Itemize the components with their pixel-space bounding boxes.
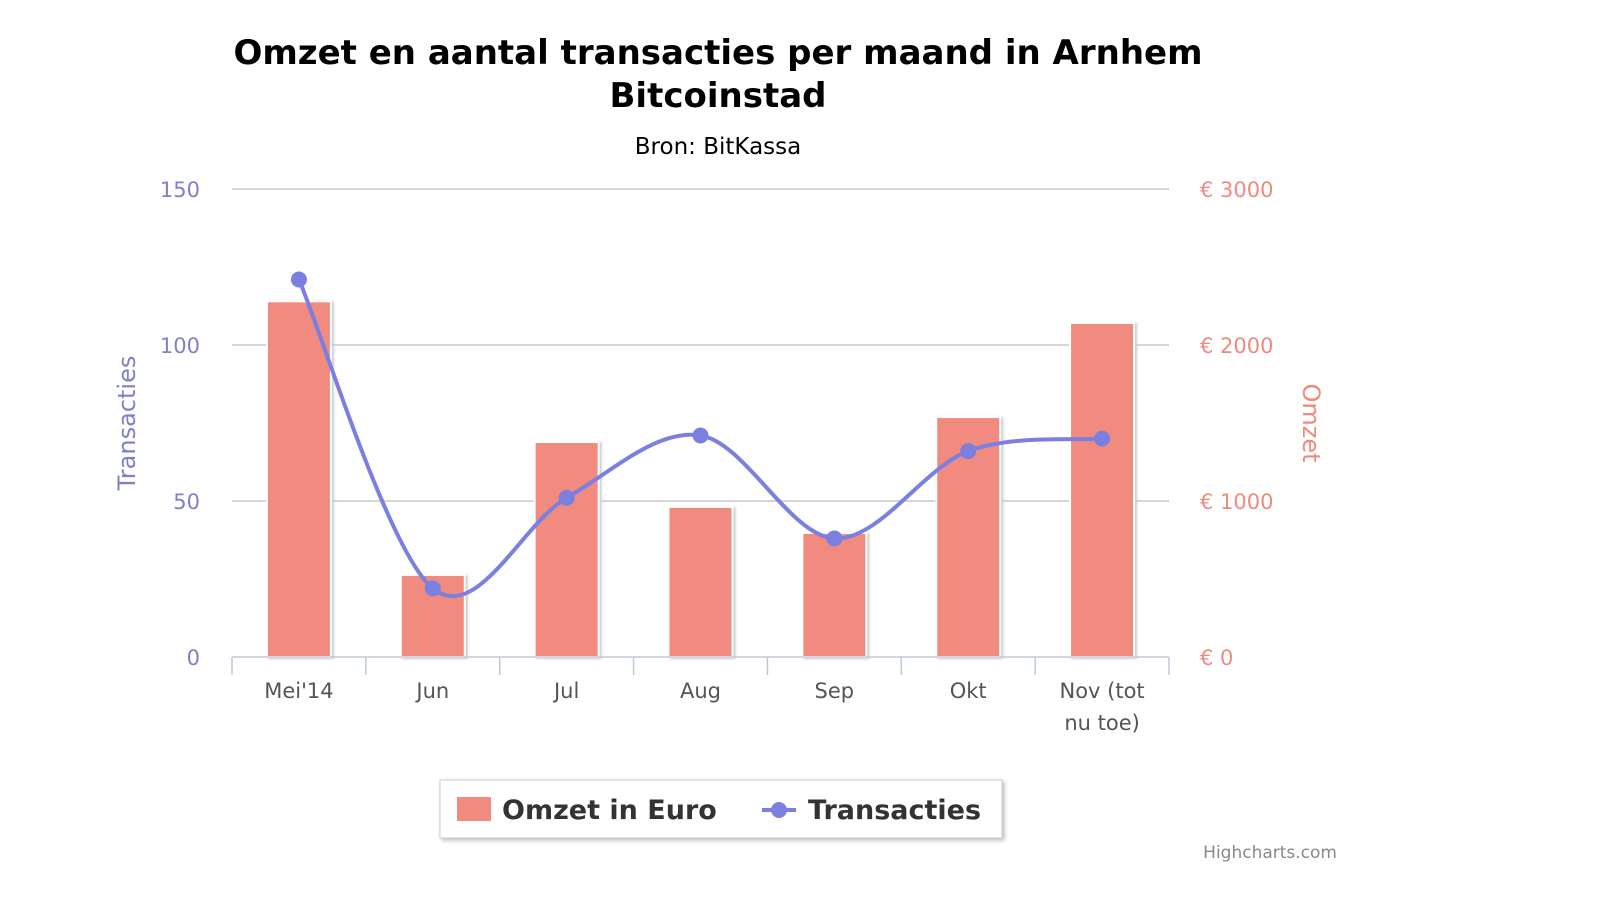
y-left-tick-label: 50 (173, 490, 200, 514)
x-tick-label: Sep (815, 679, 855, 703)
chart-subtitle: Bron: BitKassa (635, 134, 801, 160)
transacties-point (1094, 430, 1111, 447)
x-tick-label: Mei'14 (264, 679, 333, 703)
transacties-point (424, 580, 441, 597)
transacties-point (558, 489, 575, 506)
legend-item-transacties[interactable]: Transacties (762, 795, 981, 826)
transacties-point (960, 443, 977, 460)
chart-title-line2: Bitcoinstad (610, 76, 827, 116)
credit[interactable]: Highcharts.com (1203, 843, 1337, 863)
x-tick-label: Aug (680, 679, 721, 703)
x-tick-label: Okt (950, 679, 987, 703)
transacties-point (290, 271, 307, 288)
transacties-point (826, 530, 843, 547)
bar-jul (533, 441, 600, 659)
legend-item-omzet[interactable]: Omzet in Euro (457, 795, 717, 826)
bar-sep (801, 531, 868, 658)
x-tick-label: Nov (tot (1059, 679, 1144, 703)
x-tick-label: Jul (552, 679, 579, 703)
y-right-tick-label: € 0 (1200, 646, 1233, 670)
transacties-point (692, 427, 709, 444)
legend-omzet-swatch (457, 797, 491, 821)
bar-mei14 (265, 300, 332, 658)
transacties-line (297, 278, 1103, 599)
y-right-tick-label: € 3000 (1200, 178, 1273, 202)
legend-transacties-label: Transacties (808, 795, 981, 826)
y-left-tick-label: 100 (160, 334, 200, 358)
legend: Omzet in Euro Transacties (439, 779, 1003, 839)
x-tick-label: nu toe) (1064, 711, 1140, 735)
legend-omzet-label: Omzet in Euro (502, 795, 717, 826)
y-right-tick-label: € 1000 (1200, 490, 1273, 514)
x-tick-label: Jun (414, 679, 449, 703)
legend-transacties-marker (771, 802, 787, 818)
y-left-axis-label: Transacties (113, 356, 141, 492)
y-right-tick-label: € 2000 (1200, 334, 1273, 358)
bar-aug (667, 505, 734, 659)
y-right-axis-label: Omzet (1297, 383, 1325, 462)
chart-title-line1: Omzet en aantal transacties per maand in… (233, 33, 1202, 73)
y-left-tick-label: 150 (160, 178, 200, 202)
y-left-tick-label: 0 (187, 646, 200, 670)
bar-novtot (1069, 322, 1136, 658)
